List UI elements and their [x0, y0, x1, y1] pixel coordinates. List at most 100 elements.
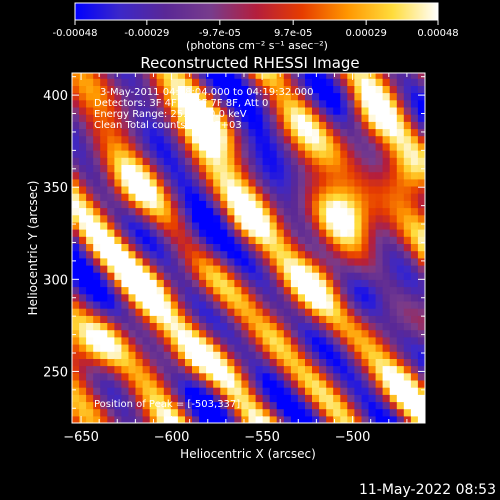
- heatmap-cell: [185, 229, 193, 237]
- heatmap-cell: [319, 178, 327, 187]
- heatmap-cell: [227, 99, 235, 108]
- heatmap-cell: [121, 106, 130, 115]
- heatmap-cell: [142, 279, 151, 288]
- heatmap-cell: [347, 142, 355, 151]
- heatmap-cell: [333, 85, 341, 94]
- heatmap-cell: [213, 322, 221, 331]
- heatmap-cell: [262, 279, 271, 288]
- heatmap-cell: [220, 293, 228, 302]
- heatmap-cell: [326, 308, 334, 316]
- heatmap-cell: [305, 257, 313, 266]
- heatmap-cell: [220, 272, 228, 280]
- peak-position-label: Position of Peak = [-503,337]: [94, 399, 240, 410]
- heatmap-cell: [283, 142, 292, 151]
- heatmap-cell: [290, 85, 299, 94]
- heatmap-cell: [297, 121, 306, 130]
- heatmap-cell: [283, 264, 292, 273]
- heatmap-cell: [262, 272, 271, 280]
- heatmap-cell: [248, 286, 257, 295]
- heatmap-cell: [170, 401, 179, 410]
- heatmap-cell: [185, 236, 193, 244]
- heatmap-cell: [347, 272, 355, 280]
- heatmap-cell: [410, 221, 419, 230]
- heatmap-cell: [410, 351, 419, 359]
- heatmap-cell: [121, 243, 130, 252]
- heatmap-cell: [156, 121, 165, 130]
- heatmap-cell: [297, 185, 306, 194]
- heatmap-cell: [241, 264, 250, 273]
- x-axis-label: Heliocentric X (arcsec): [180, 447, 316, 461]
- heatmap-cell: [290, 135, 299, 144]
- heatmap-cell: [206, 394, 214, 403]
- heatmap-cell: [290, 322, 299, 331]
- heatmap-cell: [149, 315, 158, 323]
- heatmap-cell: [121, 300, 130, 309]
- heatmap-cell: [170, 344, 179, 352]
- heatmap-cell: [128, 394, 137, 403]
- heatmap-cell: [305, 293, 313, 302]
- heatmap-cell: [121, 178, 130, 187]
- heatmap-cell: [213, 379, 221, 388]
- heatmap-cell: [185, 379, 193, 388]
- heatmap-cell: [297, 200, 306, 209]
- heatmap-cell: [170, 157, 179, 165]
- heatmap-cell: [149, 300, 158, 309]
- heatmap-cell: [170, 185, 179, 194]
- heatmap-cell: [185, 92, 193, 101]
- heatmap-cell: [192, 286, 200, 295]
- heatmap-cell: [417, 257, 425, 266]
- heatmap-cell: [375, 106, 384, 115]
- heatmap-cell: [177, 257, 186, 266]
- heatmap-cell: [227, 365, 235, 374]
- heatmap-cell: [276, 308, 285, 316]
- heatmap-cell: [248, 351, 257, 359]
- heatmap-cell: [389, 300, 398, 309]
- heatmap-cell: [192, 214, 200, 223]
- heatmap-cell: [269, 286, 278, 295]
- heatmap-cell: [206, 264, 214, 273]
- heatmap-cell: [206, 78, 214, 86]
- heatmap-cell: [283, 185, 292, 194]
- heatmap-cell: [107, 92, 115, 101]
- heatmap-cell: [382, 300, 391, 309]
- heatmap-cell: [255, 408, 264, 417]
- heatmap-cell: [199, 257, 207, 266]
- heatmap-cell: [149, 279, 158, 288]
- heatmap-cell: [185, 185, 193, 194]
- heatmap-cell: [340, 351, 348, 359]
- heatmap-cell: [354, 106, 363, 115]
- heatmap-cell: [290, 344, 299, 352]
- heatmap-cell: [234, 229, 243, 237]
- heatmap-cell: [206, 344, 214, 352]
- heatmap-cell: [269, 336, 278, 345]
- heatmap-cell: [340, 300, 348, 309]
- heatmap-cell: [79, 236, 87, 244]
- heatmap-cell: [121, 128, 130, 137]
- heatmap-cell: [290, 200, 299, 209]
- heatmap-cell: [305, 185, 313, 194]
- heatmap-cell: [206, 92, 214, 101]
- heatmap-cell: [234, 336, 243, 345]
- heatmap-cell: [262, 379, 271, 388]
- heatmap-cell: [354, 92, 363, 101]
- heatmap-cell: [255, 394, 264, 403]
- heatmap-cell: [361, 372, 370, 381]
- heatmap-cell: [86, 78, 94, 86]
- heatmap-cell: [389, 214, 398, 223]
- heatmap-cell: [326, 193, 334, 201]
- heatmap-cell: [135, 272, 144, 280]
- heatmap-cell: [142, 92, 151, 101]
- heatmap-cell: [128, 351, 137, 359]
- heatmap-cell: [156, 106, 165, 115]
- heatmap-cell: [425, 107, 433, 115]
- heatmap-cell: [100, 142, 108, 151]
- heatmap-cell: [425, 409, 433, 417]
- heatmap-cell: [100, 336, 108, 345]
- heatmap-cell: [142, 408, 151, 417]
- heatmap-cell: [241, 106, 250, 115]
- heatmap-cell: [248, 279, 257, 288]
- heatmap-cell: [326, 106, 334, 115]
- heatmap-cell: [241, 99, 250, 108]
- heatmap-cell: [326, 150, 334, 158]
- heatmap-cell: [333, 415, 341, 423]
